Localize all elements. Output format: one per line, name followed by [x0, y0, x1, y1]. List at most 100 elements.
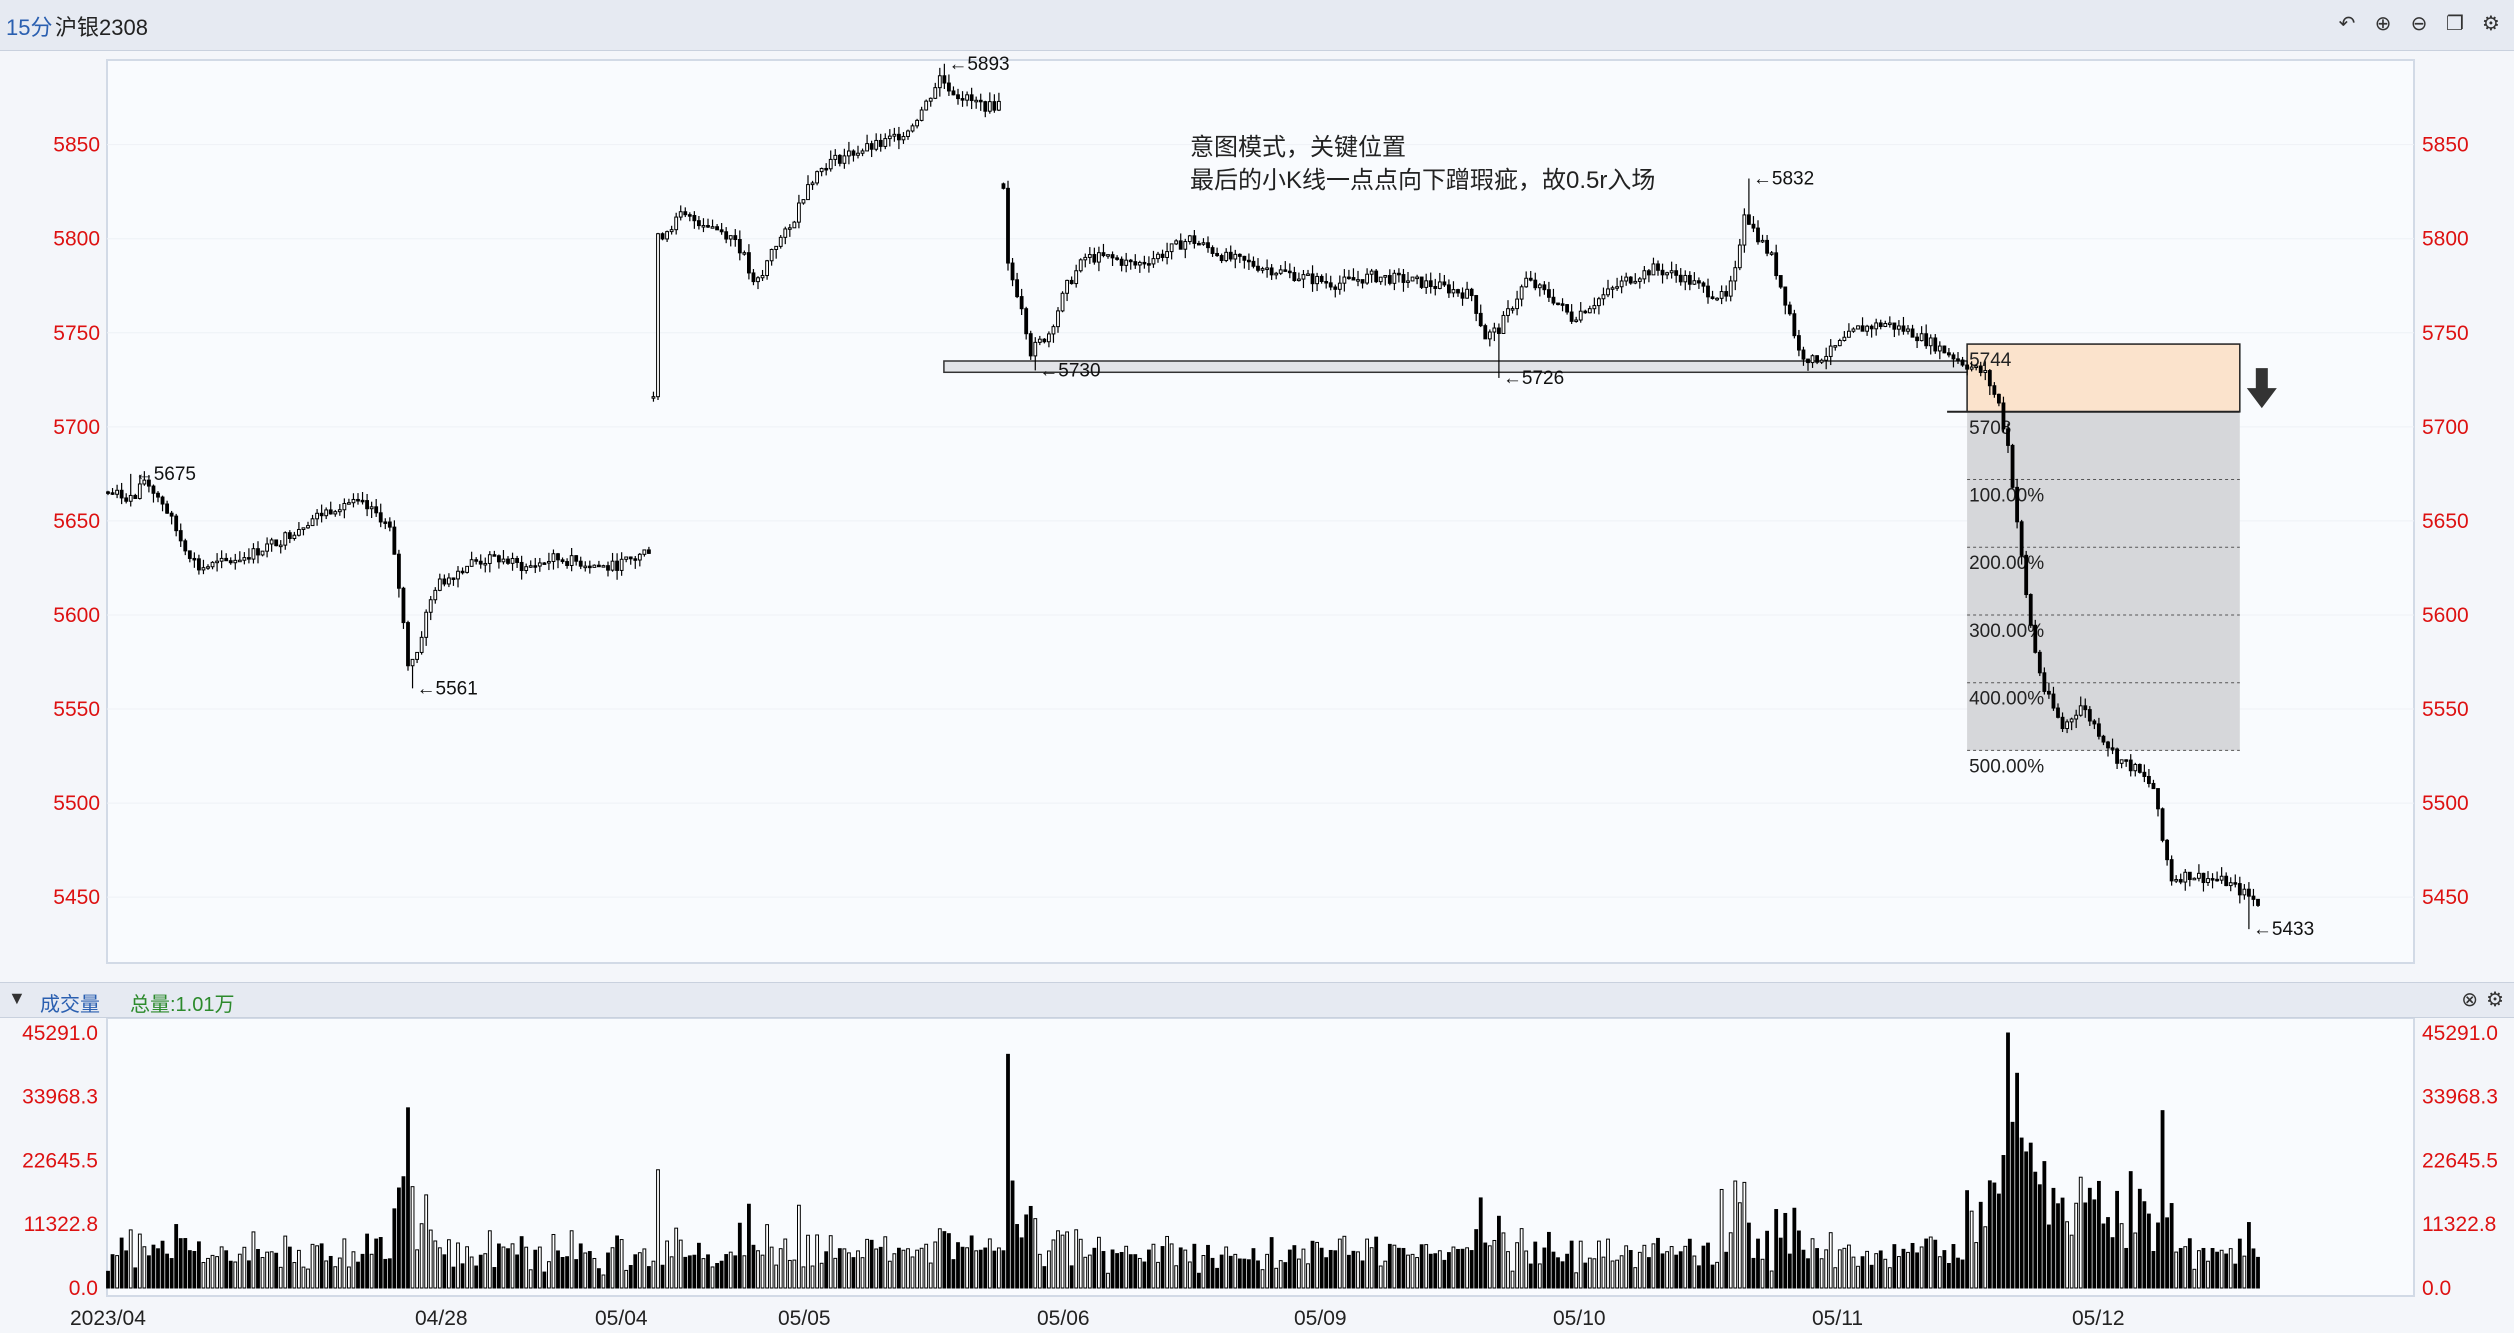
candle-body	[1497, 327, 1501, 334]
candle	[1597, 296, 1601, 315]
candle-body	[1878, 322, 1883, 327]
candle-body	[2056, 707, 2060, 718]
volume-bar	[506, 1248, 510, 1289]
candle	[1147, 256, 1151, 273]
candle-body	[1237, 253, 1242, 257]
volume-bar	[1510, 1270, 1515, 1289]
candle	[2192, 877, 2197, 881]
volume-bar	[819, 1262, 824, 1289]
candle-body	[842, 155, 847, 164]
candle	[1492, 322, 1497, 342]
symbol-name[interactable]: 沪银2308	[55, 15, 148, 40]
settings-icon[interactable]: ⚙	[2486, 989, 2504, 1011]
volume-bar	[756, 1250, 760, 1289]
volume-bar	[1201, 1255, 1206, 1289]
volume-bar	[260, 1257, 265, 1289]
candle-body	[2060, 716, 2065, 730]
y-tick-label-right: 5450	[2422, 886, 2469, 909]
candle	[1328, 275, 1333, 291]
volume-bar	[1542, 1247, 1547, 1289]
candle	[233, 553, 238, 570]
zoom-in-icon[interactable]: ⊕	[2374, 12, 2392, 35]
candle	[628, 556, 633, 565]
candle	[792, 220, 797, 229]
undo-icon[interactable]: ↶	[2338, 12, 2356, 35]
close-icon[interactable]: ⊗	[2461, 989, 2479, 1011]
volume-bar	[2115, 1190, 2120, 1289]
candle	[892, 127, 897, 142]
candle-body	[683, 211, 688, 216]
candle	[951, 86, 956, 96]
candle-body	[115, 489, 119, 495]
volume-bar	[1056, 1230, 1060, 1289]
candle	[1637, 276, 1642, 289]
candle-body	[197, 558, 201, 571]
volume-bar	[783, 1238, 788, 1289]
candle-body	[765, 260, 770, 277]
candle	[501, 550, 506, 565]
candle	[1406, 271, 1410, 288]
candle	[1292, 266, 1297, 282]
candle	[669, 225, 674, 235]
volume-bar	[669, 1256, 674, 1289]
volume-bar	[1760, 1258, 1765, 1289]
volume-bar	[897, 1247, 901, 1289]
volume-bar	[165, 1253, 170, 1289]
collapse-icon[interactable]: ▼	[8, 988, 26, 1008]
candle-body	[342, 502, 347, 511]
candle-body	[1787, 304, 1792, 315]
candle	[742, 250, 747, 256]
candle-body	[1192, 235, 1197, 244]
zoom-out-icon[interactable]: ⊖	[2410, 12, 2428, 35]
candle-body	[942, 75, 947, 84]
volume-bar	[1042, 1266, 1047, 1289]
candle	[656, 232, 660, 400]
candle	[1551, 288, 1556, 306]
candle	[1133, 254, 1138, 269]
volume-bar	[424, 1194, 429, 1289]
candle-body	[1224, 251, 1229, 262]
candle-body	[2051, 693, 2056, 709]
candle-body	[1737, 244, 1742, 269]
candle	[860, 148, 865, 157]
candle	[301, 527, 306, 536]
candle	[1219, 253, 1224, 264]
candle	[774, 245, 779, 259]
candle-body	[1374, 270, 1379, 283]
volume-title[interactable]: 成交量	[40, 994, 100, 1016]
candle-body	[297, 528, 301, 536]
candle-body	[815, 171, 820, 184]
candle	[1615, 277, 1619, 291]
candle-body	[565, 561, 570, 566]
volume-header-icons: ⊗ ⚙	[2461, 987, 2504, 1012]
volume-bar	[1728, 1232, 1733, 1289]
candle	[437, 573, 442, 592]
candle-body	[2206, 878, 2210, 884]
x-tick-label: 04/28	[415, 1307, 468, 1330]
candle-body	[642, 549, 647, 555]
volume-bar	[115, 1255, 119, 1289]
candle-body	[1937, 345, 1942, 352]
period-selector[interactable]: 15分	[6, 15, 53, 40]
volume-bar	[1097, 1236, 1101, 1289]
candle-body	[1597, 298, 1601, 307]
candle-body	[1842, 336, 1847, 341]
candle-body	[201, 567, 206, 571]
volume-bar	[1769, 1270, 1774, 1289]
candle-body	[2006, 428, 2010, 446]
volume-bar	[1306, 1263, 1310, 1289]
candle-body	[2256, 898, 2260, 906]
volume-bar	[656, 1169, 660, 1289]
layout-icon[interactable]: ❐	[2446, 12, 2464, 35]
volume-bar	[1815, 1248, 1819, 1289]
candle-body	[2042, 672, 2047, 692]
volume-bar	[1456, 1248, 1460, 1289]
candle-body	[1233, 253, 1238, 260]
volume-bar	[1992, 1182, 1997, 1289]
volume-bar	[1487, 1245, 1492, 1289]
candle	[1251, 256, 1256, 269]
candle-body	[497, 555, 501, 563]
settings-icon[interactable]: ⚙	[2482, 12, 2500, 35]
volume-bar	[2128, 1171, 2133, 1289]
